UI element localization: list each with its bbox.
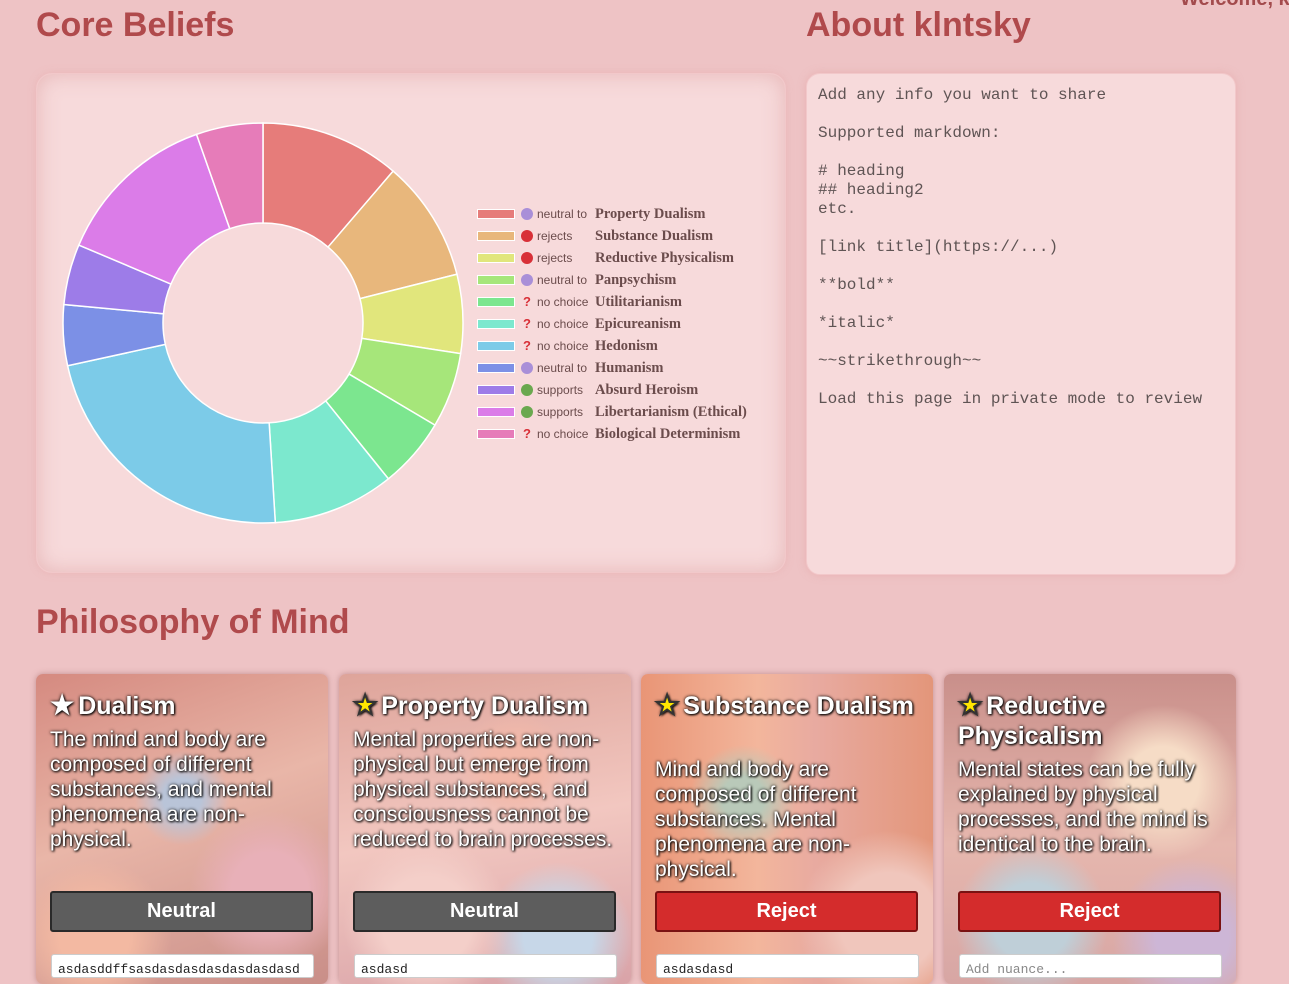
- card-background-image: [36, 674, 328, 984]
- star-icon[interactable]: ★: [50, 690, 75, 720]
- card-background-image: [641, 674, 933, 984]
- legend-swatch: [477, 275, 515, 285]
- star-icon[interactable]: ★: [654, 690, 680, 721]
- card-title: ★ Reductive Physicalism: [957, 690, 1226, 751]
- chart-legend: neutral to Property Dualism rejects Substan…: [477, 203, 747, 445]
- neutral-button[interactable]: Neutral: [353, 891, 616, 932]
- legend-topic: Biological Determinism: [595, 425, 741, 442]
- legend-item[interactable]: rejects Substance Dualism: [477, 225, 747, 247]
- legend-stance: neutral to: [537, 207, 588, 221]
- legend-topic: Panpsychism: [595, 271, 677, 288]
- star-icon[interactable]: ★: [957, 690, 983, 721]
- welcome-text: Welcome, k: [1180, 0, 1289, 11]
- question-icon: ?: [523, 338, 531, 353]
- neutral-button[interactable]: Neutral: [50, 891, 313, 932]
- star-icon[interactable]: ★: [352, 690, 378, 721]
- card-title-text: Substance Dualism: [683, 692, 914, 720]
- reject-button[interactable]: Reject: [958, 891, 1221, 932]
- belief-card-substance-dualism: ★ Substance Dualism Mind and body are comp…: [641, 674, 933, 984]
- legend-swatch: [477, 209, 515, 219]
- legend-stance: neutral to: [537, 273, 588, 287]
- legend-swatch: [477, 231, 515, 241]
- neutral-dot-icon: [521, 274, 533, 286]
- legend-item[interactable]: supports Libertarianism (Ethical): [477, 401, 747, 423]
- nuance-input[interactable]: [656, 954, 919, 978]
- core-beliefs-chart-panel: neutral to Property Dualism rejects Substan…: [36, 73, 786, 573]
- legend-item[interactable]: neutral to Property Dualism: [477, 203, 747, 225]
- reject-dot-icon: [521, 252, 533, 264]
- card-background-image: [944, 674, 1236, 984]
- legend-swatch: [477, 253, 515, 263]
- neutral-dot-icon: [521, 362, 533, 374]
- legend-stance: rejects: [537, 229, 573, 243]
- legend-topic: Utilitarianism: [595, 293, 682, 310]
- legend-item[interactable]: neutral to Panpsychism: [477, 269, 747, 291]
- belief-card-dualism: ★ Dualism The mind and body are composed o…: [36, 674, 328, 984]
- reject-dot-icon: [521, 230, 533, 242]
- legend-topic: Humanism: [595, 359, 664, 376]
- card-title-text: Reductive Physicalism: [958, 692, 1106, 750]
- legend-swatch: [477, 363, 515, 373]
- legend-topic: Property Dualism: [595, 205, 706, 222]
- legend-swatch: [477, 407, 515, 417]
- legend-topic: Epicureanism: [595, 315, 681, 332]
- about-textarea[interactable]: Add any info you want to share Supported…: [806, 73, 1236, 575]
- donut-slice-biological-determinism[interactable]: [195, 122, 264, 230]
- legend-swatch: [477, 341, 515, 351]
- legend-item[interactable]: ? no choice Hedonism: [477, 335, 747, 357]
- card-title-text: Property Dualism: [381, 692, 589, 720]
- question-icon: ?: [523, 426, 531, 441]
- legend-item[interactable]: rejects Reductive Physicalism: [477, 247, 747, 269]
- belief-card-property-dualism: ★ Property Dualism Mental properties are n…: [339, 674, 631, 984]
- legend-swatch: [477, 385, 515, 395]
- card-title: ★ Substance Dualism: [654, 690, 923, 721]
- core-beliefs-title: Core Beliefs: [36, 6, 235, 44]
- nuance-input[interactable]: [354, 954, 617, 978]
- nuance-input[interactable]: [959, 954, 1222, 978]
- card-description: Mind and body are composed of different …: [655, 758, 857, 881]
- card-title: ★ Dualism: [50, 690, 318, 721]
- nuance-input[interactable]: [51, 954, 314, 978]
- legend-item[interactable]: neutral to Humanism: [477, 357, 747, 379]
- card-title-text: Dualism: [78, 692, 176, 720]
- legend-item[interactable]: ? no choice Biological Determinism: [477, 423, 747, 445]
- reject-button[interactable]: Reject: [655, 891, 918, 932]
- support-dot-icon: [521, 406, 533, 418]
- beliefs-donut-chart[interactable]: [37, 74, 787, 574]
- legend-topic: Reductive Physicalism: [595, 249, 734, 266]
- legend-topic: Hedonism: [595, 337, 658, 354]
- legend-stance: rejects: [537, 251, 573, 265]
- question-icon: ?: [523, 316, 531, 331]
- donut-slice-hedonism[interactable]: [66, 343, 277, 524]
- legend-stance: no choice: [537, 427, 589, 441]
- about-title: About klntsky: [806, 6, 1031, 44]
- card-description: The mind and body are composed of differ…: [50, 728, 272, 851]
- legend-stance: no choice: [537, 339, 589, 353]
- legend-item[interactable]: ? no choice Utilitarianism: [477, 291, 747, 313]
- legend-swatch: [477, 319, 515, 329]
- legend-topic: Libertarianism (Ethical): [595, 403, 747, 420]
- legend-stance: neutral to: [537, 361, 588, 375]
- legend-swatch: [477, 429, 515, 439]
- legend-item[interactable]: supports Absurd Heroism: [477, 379, 747, 401]
- card-description: Mental properties are non-physical but e…: [353, 728, 613, 851]
- legend-stance: no choice: [537, 295, 589, 309]
- question-icon: ?: [523, 294, 531, 309]
- donut-slice-libertarianism-ethical[interactable]: [77, 133, 231, 286]
- legend-stance: supports: [537, 405, 584, 419]
- support-dot-icon: [521, 384, 533, 396]
- legend-stance: no choice: [537, 317, 589, 331]
- belief-card-reductive-physicalism: ★ Reductive Physicalism Mental states can …: [944, 674, 1236, 984]
- philosophy-of-mind-title: Philosophy of Mind: [36, 603, 350, 641]
- legend-topic: Absurd Heroism: [595, 381, 699, 398]
- legend-item[interactable]: ? no choice Epicureanism: [477, 313, 747, 335]
- neutral-dot-icon: [521, 208, 533, 220]
- legend-stance: supports: [537, 383, 584, 397]
- card-title: ★ Property Dualism: [352, 690, 621, 721]
- card-background-image: [339, 674, 631, 984]
- card-description: Mental states can be fully explained by …: [958, 758, 1208, 856]
- legend-swatch: [477, 297, 515, 307]
- legend-topic: Substance Dualism: [595, 227, 714, 244]
